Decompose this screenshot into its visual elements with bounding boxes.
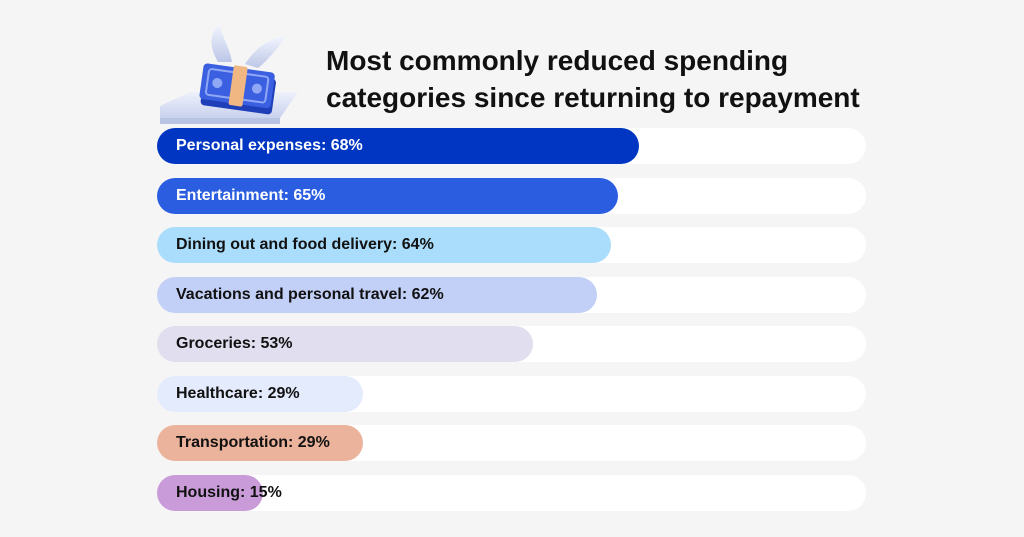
bar-track: Personal expenses: 68% bbox=[157, 128, 866, 164]
bar-track: Transportation: 29% bbox=[157, 425, 866, 461]
chart-title: Most commonly reduced spending categorie… bbox=[326, 42, 926, 116]
bar-label: Housing: 15% bbox=[176, 483, 282, 501]
chart-title-line-1: Most commonly reduced spending bbox=[326, 45, 789, 76]
bar bbox=[157, 375, 363, 412]
bar bbox=[157, 425, 363, 461]
bar-label: Transportation: 29% bbox=[176, 434, 330, 451]
chart-title-line-2: categories since returning to repayment bbox=[326, 82, 860, 113]
bar bbox=[157, 227, 611, 263]
bar-track: Dining out and food delivery: 64% bbox=[157, 227, 866, 263]
bar-track: Housing: 15% bbox=[157, 474, 866, 511]
bar bbox=[157, 128, 640, 164]
bar-chart: Personal expenses: 68% Entertainment: 65%… bbox=[157, 128, 866, 524]
bar bbox=[157, 177, 618, 214]
bar-track: Entertainment: 65% bbox=[157, 177, 866, 214]
bar-label: Vacations and personal travel: 62% bbox=[176, 285, 444, 303]
bar-label: Dining out and food delivery: 64% bbox=[176, 236, 434, 253]
bar-track: Groceries: 53% bbox=[157, 326, 866, 362]
bar bbox=[157, 326, 533, 362]
bar-label: Groceries: 53% bbox=[176, 335, 293, 352]
bar-track: Healthcare: 29% bbox=[157, 375, 866, 412]
bar-track: Vacations and personal travel: 62% bbox=[157, 276, 866, 313]
flying-money-illustration bbox=[160, 24, 298, 124]
bar-label: Healthcare: 29% bbox=[176, 384, 300, 402]
bar-label: Personal expenses: 68% bbox=[176, 137, 363, 154]
bar bbox=[157, 474, 264, 511]
bar bbox=[157, 276, 597, 313]
bar-label: Entertainment: 65% bbox=[176, 186, 326, 204]
